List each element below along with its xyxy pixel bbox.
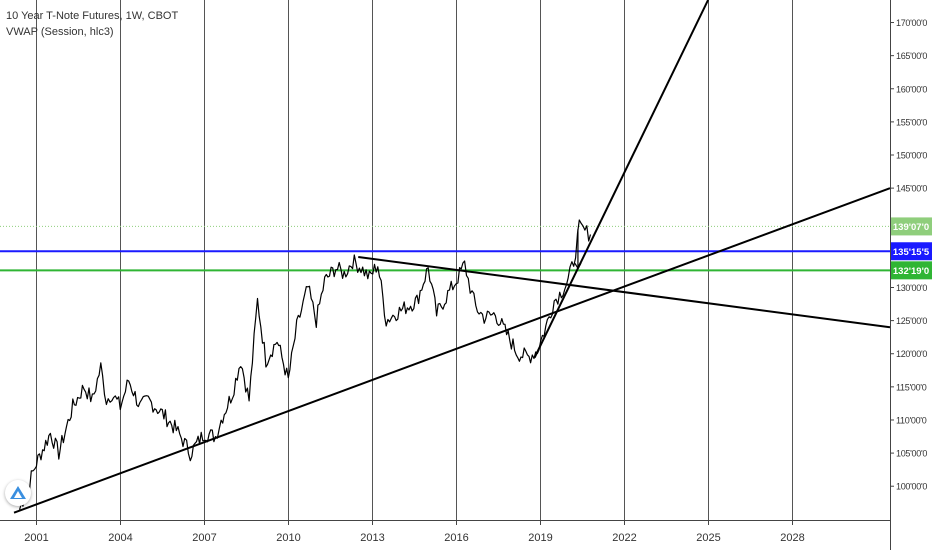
y-tick-label: 155'00'0 xyxy=(896,117,927,127)
y-tick-label: 110'00'0 xyxy=(896,415,927,425)
trendline-support[interactable] xyxy=(13,187,891,514)
price-series-line[interactable] xyxy=(19,219,592,510)
price-label-badge xyxy=(891,261,932,280)
price-label-text: 139'07'0 xyxy=(893,222,929,233)
x-tick-label: 2022 xyxy=(612,532,636,544)
price-label-text: 132'19'0 xyxy=(893,266,929,277)
x-tick-label: 2001 xyxy=(24,532,48,544)
chart-legend: 10 Year T-Note Futures, 1W, CBOT VWAP (S… xyxy=(6,8,178,40)
price-label-badge xyxy=(891,242,932,261)
x-tick-label: 2025 xyxy=(696,532,720,544)
symbol-title: 10 Year T-Note Futures, 1W, CBOT xyxy=(6,10,179,22)
x-tick-label: 2013 xyxy=(360,532,384,544)
y-tick-label: 165'00'0 xyxy=(896,51,927,61)
x-tick-label: 2004 xyxy=(108,532,132,544)
trendline-resistance[interactable] xyxy=(358,256,891,329)
y-tick-label: 150'00'0 xyxy=(896,151,927,161)
y-tick-label: 145'00'0 xyxy=(896,184,927,194)
y-tick-label: 115'00'0 xyxy=(896,382,927,392)
x-tick-label: 2019 xyxy=(528,532,552,544)
y-tick-label: 125'00'0 xyxy=(896,316,927,326)
y-tick-label: 160'00'0 xyxy=(896,84,927,94)
y-tick-label: 130'00'0 xyxy=(896,283,927,293)
x-tick-label: 2016 xyxy=(444,532,468,544)
price-label-text: 135'15'5 xyxy=(893,247,930,258)
indicator-title: VWAP (Session, hlc3) xyxy=(6,26,114,38)
x-tick-label: 2010 xyxy=(276,532,300,544)
price-label-badge xyxy=(891,217,932,236)
tradingview-logo-icon[interactable] xyxy=(5,480,31,506)
x-tick-label: 2007 xyxy=(192,532,216,544)
arrow-head-icon xyxy=(574,262,582,270)
y-tick-label: 105'00'0 xyxy=(896,449,927,459)
y-tick-label: 120'00'0 xyxy=(896,349,927,359)
y-tick-label: 170'00'0 xyxy=(896,18,927,28)
trendline-steep[interactable] xyxy=(533,0,709,359)
x-tick-label: 2028 xyxy=(780,532,804,544)
y-tick-label: 100'00'0 xyxy=(896,482,927,492)
